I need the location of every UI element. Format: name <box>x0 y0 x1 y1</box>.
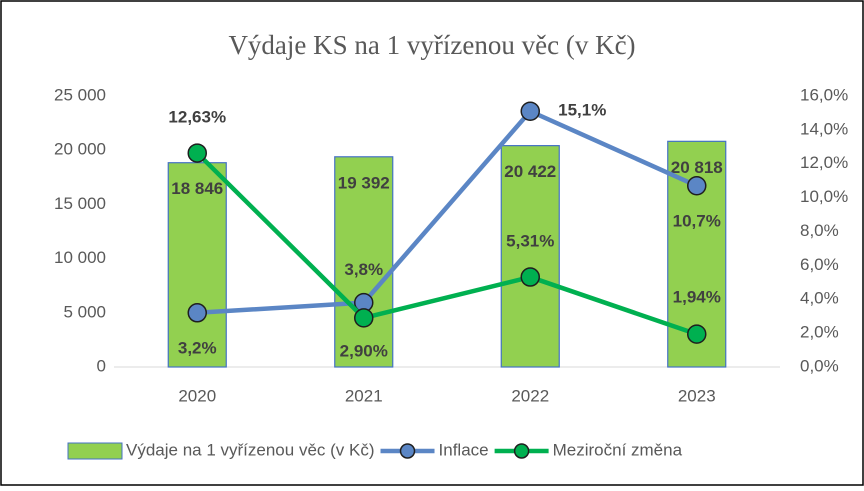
bar <box>334 156 394 368</box>
y2-tick-label: 16,0% <box>800 85 848 104</box>
y2-tick-label: 12,0% <box>800 153 848 172</box>
y-tick-label: 5 000 <box>63 302 106 321</box>
data-label: 12,63% <box>168 108 226 127</box>
data-label: 5,31% <box>506 232 554 251</box>
marker <box>187 303 207 323</box>
y-tick-label: 25 000 <box>54 85 106 104</box>
y-tick-label: 15 000 <box>54 194 106 213</box>
chart-title: Výdaje KS na 1 vyřízenou věc (v Kč) <box>228 30 635 60</box>
y-tick-label: 20 000 <box>54 140 106 159</box>
line <box>197 108 698 316</box>
y2-tick-label: 14,0% <box>800 119 848 138</box>
data-label: 2,90% <box>340 341 388 360</box>
marker <box>687 176 707 196</box>
y2-tick-label: 0,0% <box>800 356 839 375</box>
data-label: 3,2% <box>178 338 217 357</box>
data-label: 15,1% <box>558 101 606 120</box>
data-label: 19 392 <box>338 173 390 192</box>
line <box>195 151 698 337</box>
y2-tick-label: 4,0% <box>800 289 839 308</box>
y2-tick-label: 2,0% <box>800 323 839 342</box>
x-tick-label: 2021 <box>345 386 383 405</box>
marker <box>520 267 540 287</box>
legend-marker <box>513 443 530 459</box>
x-tick-label: 2022 <box>511 386 549 405</box>
marker <box>354 308 374 328</box>
data-label: 20 818 <box>671 158 723 177</box>
y-tick-label: 10 000 <box>54 248 106 267</box>
y2-tick-label: 6,0% <box>800 255 839 274</box>
bar <box>500 145 560 368</box>
legend-swatch <box>67 442 123 460</box>
y-tick-label: 0 <box>97 356 106 375</box>
data-label: 20 422 <box>504 162 556 181</box>
marker <box>520 101 540 121</box>
y2-tick-label: 10,0% <box>800 187 848 206</box>
y2-tick-label: 8,0% <box>800 221 839 240</box>
marker <box>187 143 207 163</box>
data-label: 18 846 <box>171 179 223 198</box>
data-label: 1,94% <box>673 288 721 307</box>
legend-marker <box>399 443 416 459</box>
legend-label: Inflace <box>439 440 489 459</box>
data-label: 3,8% <box>344 260 383 279</box>
x-tick-label: 2023 <box>678 386 716 405</box>
x-tick-label: 2020 <box>178 386 216 405</box>
legend-label: Výdaje na 1 vyřízenou věc (v Kč) <box>126 440 375 459</box>
legend-label: Meziroční změna <box>553 440 683 459</box>
marker <box>687 324 707 344</box>
data-label: 10,7% <box>673 211 721 230</box>
bar <box>167 162 227 368</box>
